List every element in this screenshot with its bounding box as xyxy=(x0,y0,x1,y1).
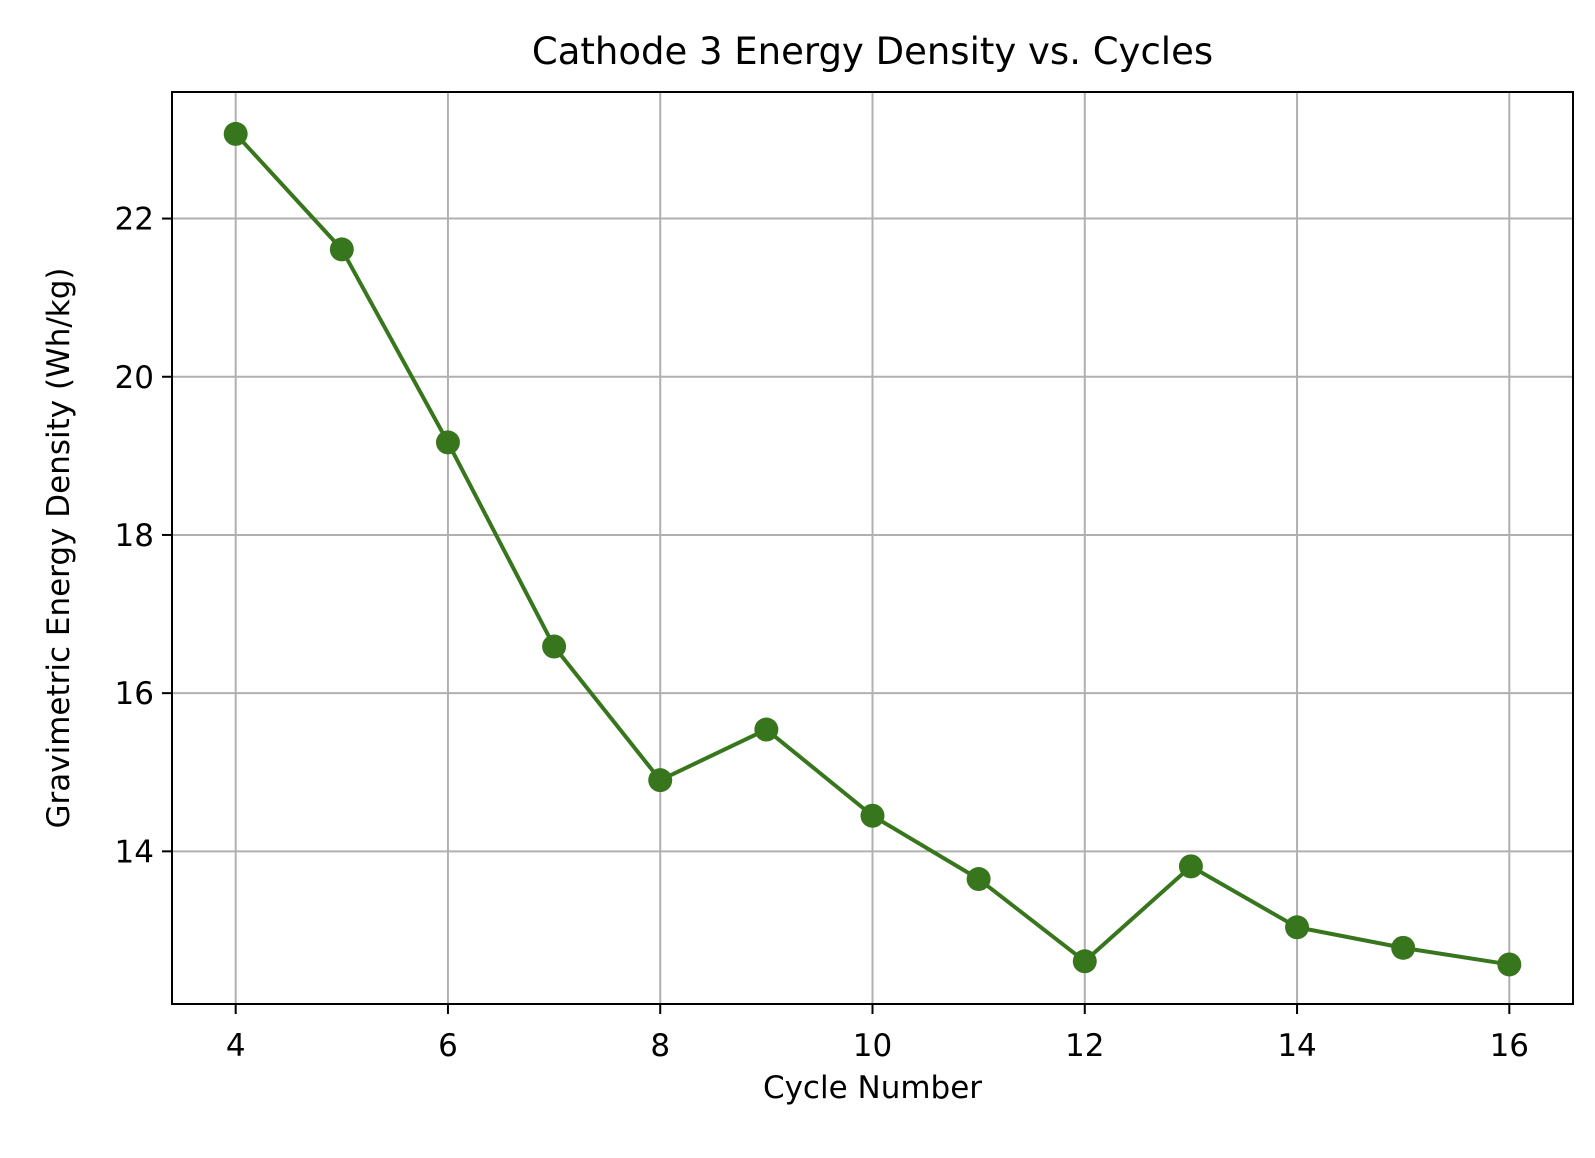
grid xyxy=(172,92,1573,1004)
x-axis-title: Cycle Number xyxy=(763,1070,982,1106)
y-tick-label: 20 xyxy=(115,360,154,396)
x-tick-label: 10 xyxy=(853,1028,892,1064)
data-point xyxy=(329,237,354,262)
data-point xyxy=(1072,949,1097,974)
data-point xyxy=(648,768,673,793)
data-point xyxy=(542,634,567,659)
data-point xyxy=(435,430,460,455)
x-tick-label: 16 xyxy=(1490,1028,1529,1064)
data-point xyxy=(860,803,885,828)
data-point xyxy=(966,867,991,892)
ticks: 4 6 8 10 12 14 16 14 16 18 20 22 xyxy=(115,202,1529,1064)
data-point xyxy=(1285,915,1310,940)
y-tick-label: 14 xyxy=(115,834,154,870)
x-tick-label: 4 xyxy=(226,1028,246,1064)
data-point xyxy=(1178,854,1203,879)
x-tick-label: 8 xyxy=(650,1028,670,1064)
data-point xyxy=(1391,935,1416,960)
y-tick-label: 16 xyxy=(115,676,154,712)
y-tick-label: 18 xyxy=(115,518,154,554)
data-point xyxy=(223,121,248,146)
x-tick-label: 14 xyxy=(1277,1028,1316,1064)
x-tick-label: 6 xyxy=(438,1028,458,1064)
data-point xyxy=(1497,952,1522,977)
chart-title: Cathode 3 Energy Density vs. Cycles xyxy=(532,30,1213,73)
y-tick-label: 22 xyxy=(115,202,154,238)
y-axis-title: Gravimetric Energy Density (Wh/kg) xyxy=(41,267,77,828)
data-point xyxy=(754,717,779,742)
series-layer xyxy=(223,121,1522,977)
x-tick-label: 12 xyxy=(1065,1028,1104,1064)
